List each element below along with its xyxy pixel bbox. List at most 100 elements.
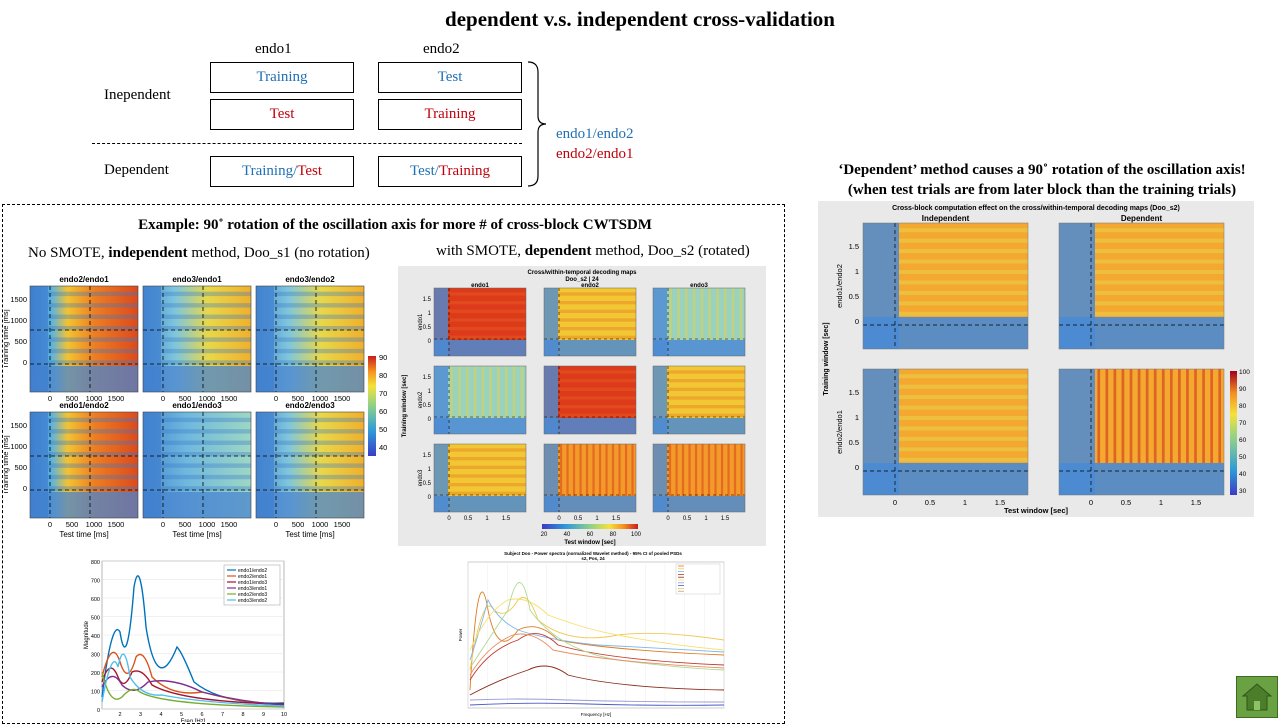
right-ytick: 1.5 (849, 242, 859, 251)
right-ytick: 0 (855, 317, 859, 326)
left-ytick: 1000 (10, 442, 27, 451)
mid-heatmap-vband (579, 444, 582, 496)
mid-heatmap-frame (652, 365, 746, 435)
psd-left-series (101, 653, 285, 707)
left-heatmap-band (161, 337, 251, 342)
right-colorbar-tick: 100 (1239, 369, 1250, 376)
mid-heatmap-vband (727, 444, 730, 496)
left-heatmap-band (161, 452, 251, 457)
left-heatmap-band (274, 303, 364, 308)
left-heatmap-band (274, 337, 364, 342)
mid-heatmap-vband (701, 444, 704, 496)
mid-heatmap-vband (497, 366, 500, 418)
mid-heatmap-vband (473, 366, 477, 418)
left-heatmap-frame (29, 411, 139, 519)
psd-right-series (469, 597, 725, 671)
right-heatmap-band (899, 416, 1028, 421)
mid-heatmap-frame (433, 365, 527, 435)
right-heatmap-band (899, 249, 1028, 254)
right-heatmap-prestim (1059, 223, 1095, 349)
psd-left-plot: 800 700 600 500 400 300 200 100 0 2 3 4 5 6 7 8 9 10 Freq … (84, 560, 287, 722)
right-xtick: 0.5 (1121, 498, 1131, 507)
mid-ytick: 0.5 (423, 325, 432, 331)
mid-heatmap-vband (631, 444, 634, 496)
mid-xtick: 1 (485, 516, 489, 522)
psd-left-legend-label: endo2/endo3 (238, 592, 267, 598)
mid-ytick: 0.5 (423, 481, 432, 487)
left-heatmap-band (161, 486, 251, 491)
right-heatmap-band (1095, 259, 1224, 264)
psd-right-series (469, 598, 725, 651)
psd-left-series (101, 575, 285, 704)
mid-heatmap-baseline (653, 340, 745, 356)
right-heatmap-band (899, 301, 1028, 306)
mid-heatmap-prestim (434, 288, 448, 356)
dep-right-sep: / (434, 163, 439, 179)
left-ytick: 1000 (10, 316, 27, 325)
right-heatmap-vband (1121, 369, 1125, 463)
right-ytick: 0.5 (849, 292, 859, 301)
right-colorbar-tick: 90 (1239, 386, 1247, 393)
left-heatmap-band (48, 303, 138, 308)
mid-heatmap-prestim (653, 366, 667, 434)
mid-heatmap-vband (489, 366, 492, 418)
right-heatmap-band (899, 290, 1028, 295)
right-heatmap-band (899, 395, 1028, 400)
left-heatmap-band (161, 326, 251, 331)
mid-ytick: 1.5 (423, 375, 432, 381)
left-xtick: 0 (274, 520, 278, 529)
mid-heatmap-band (558, 405, 636, 409)
middle-grid-panels: Cross/within-temporal decoding mapsDoo_s… (402, 270, 746, 546)
mid-heatmap-vband (585, 444, 589, 496)
mid-heatmap-band (448, 483, 526, 487)
mid-heatmap-band (667, 387, 745, 391)
mid-heatmap-vband (559, 444, 563, 496)
left-xtick: 1000 (199, 394, 216, 403)
right-heatmap-frame (862, 222, 1029, 350)
rotation-condition: (when test trials are from later block t… (847, 182, 1237, 198)
brace-label-endo1-endo2: endo1/endo2 (556, 126, 634, 142)
left-xtick: 1000 (199, 520, 216, 529)
left-xtick: 1500 (221, 394, 238, 403)
mid-xtick: 0 (447, 516, 451, 522)
mid-heatmap-vband (677, 288, 680, 340)
psd-left-legend-label: endo1/endo3 (238, 580, 267, 586)
left-heatmap-band (48, 291, 138, 297)
mid-heatmap-vband (681, 444, 685, 496)
right-ytick: 1 (855, 267, 859, 276)
mid-heatmap-vband (714, 444, 717, 496)
psd-left-ytick: 800 (91, 560, 100, 566)
mid-heatmap-vband (592, 444, 595, 496)
left-xtick: 1500 (108, 520, 125, 529)
home-button[interactable] (1236, 676, 1278, 718)
left-heatmap-band (161, 303, 251, 308)
left-heatmap-band (48, 463, 138, 468)
mid-xtick: 0 (666, 516, 670, 522)
right-col-title: Dependent (1121, 214, 1163, 223)
right-ytick: 0 (855, 463, 859, 472)
left-heatmap-band (161, 291, 251, 297)
left-xtick: 1000 (312, 520, 329, 529)
psd-left-series (101, 671, 285, 708)
right-colorbar-tick: 50 (1239, 454, 1247, 461)
right-heatmap-prestim (863, 223, 899, 349)
mid-heatmap-frame (652, 443, 746, 513)
left-xtick: 0 (274, 394, 278, 403)
mid-heatmap-vband (723, 288, 727, 340)
divider-line (92, 143, 522, 144)
right-heatmap-band (899, 426, 1028, 431)
right-heatmap-vband (1145, 369, 1149, 463)
mid-heatmap-vband (450, 366, 453, 418)
left-ytick: 1500 (10, 421, 27, 430)
right-fig-title: Cross-block computation effect on the cr… (892, 205, 1180, 212)
mid-heatmap-band (448, 465, 526, 469)
left-ytick: 0 (23, 358, 27, 367)
left-heatmap-band (48, 360, 138, 365)
left-caption-c: method, Doo_s1 (no rotation) (187, 245, 370, 261)
left-colorbar-tick: 70 (379, 389, 387, 398)
left-heatmap-band (48, 486, 138, 491)
mid-heatmap-band (448, 327, 526, 331)
right-heatmap-prestim (1059, 369, 1095, 495)
mid-heatmap-vband (708, 288, 711, 340)
right-heatmap-band (899, 384, 1028, 389)
